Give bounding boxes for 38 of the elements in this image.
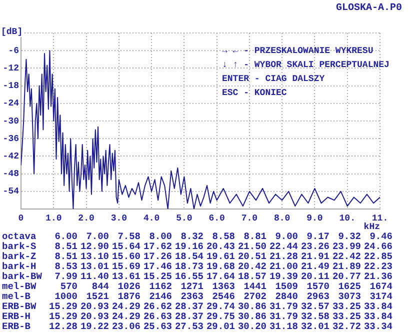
text: ERB-H 15.29 20.93 24.29 26.63 28.37 29.75 30.86 31.79 32.58 33.25 33.84 xyxy=(2,311,392,322)
y-tick-label: -12 xyxy=(2,63,19,74)
y-tick-label: -6 xyxy=(8,46,19,56)
x-tick-label: 9.0 xyxy=(306,214,323,224)
x-tick-label: 8.0 xyxy=(274,214,290,224)
x-tick-label: 4.0 xyxy=(143,214,160,224)
annotation: ENTER - CIAG DALSZY xyxy=(222,73,326,86)
text: bark-S 8.51 12.90 15.64 17.62 19.16 20.43 21.50 22.44 23.26 23.99 24.66 xyxy=(2,241,392,252)
y-tick-label: -30 xyxy=(2,116,19,126)
x-tick-label: 6.0 xyxy=(208,214,225,224)
y-axis-title: [dB] xyxy=(1,27,23,37)
y-tick-label: -54 xyxy=(2,186,20,197)
x-axis-title: kHz xyxy=(364,222,380,232)
y-tick-label: -18 xyxy=(2,81,19,92)
text: bark-BW 7.99 11.40 13.61 15.25 16.55 17.64 18.57 19.39 20.11 20.77 21.36 xyxy=(2,271,392,282)
x-tick-label: 10. xyxy=(339,214,356,224)
x-tick-label: 2.0 xyxy=(78,214,94,224)
chart-title: GLOSKA-A.P0 xyxy=(336,3,402,14)
y-tick-label: -24 xyxy=(2,98,20,109)
x-tick-label: 3.0 xyxy=(110,214,128,224)
text: octava 6.00 7.00 7.58 8.00 8.32 8.58 8.81 9.00 9.17 9.32 9.46 xyxy=(2,231,392,242)
text: bark-H 8.53 13.01 15.69 17.46 18.73 19.68 20.42 21.00 21.49 21.89 22.23 xyxy=(2,261,392,272)
x-tick-label: 1.0 xyxy=(46,214,62,224)
text: mel-BW 570 844 1026 1162 1271 1363 1441 1509 1570 1625 1674 xyxy=(2,281,392,292)
y-tick-label: -42 xyxy=(2,151,19,162)
text: ERB-BW 15.29 20.93 24.29 26.62 28.37 29.74 30.86 31.79 32.57 33.25 33.84 xyxy=(2,301,392,312)
annotation: ↓ ↑ - WYBOR SKALI PERCEPTUALNEJ xyxy=(222,59,390,72)
text: ERB-B 12.28 19.22 23.06 25.63 27.53 29.01 30.20 31.18 32.01 32.72 33.34 xyxy=(2,321,392,332)
x-tick-label: 11. xyxy=(372,214,388,224)
annotation: → ← - PRZESKALOWANIE WYKRESU xyxy=(222,45,374,58)
y-tick-label: -36 xyxy=(2,134,19,144)
x-tick-label: 7.0 xyxy=(241,214,258,224)
x-tick-label: 5.0 xyxy=(176,214,192,224)
text: mel-B 1000 1521 1876 2146 2363 2546 2702 2840 2963 3073 3174 xyxy=(2,291,392,302)
x-tick-label: 0 xyxy=(18,214,24,224)
y-tick-label: -48 xyxy=(2,169,19,180)
annotation: ESC - KONIEC xyxy=(222,87,288,100)
text: bark-Z 8.51 13.10 15.60 17.26 18.54 19.61 20.51 21.28 21.91 22.42 22.85 xyxy=(2,251,392,262)
